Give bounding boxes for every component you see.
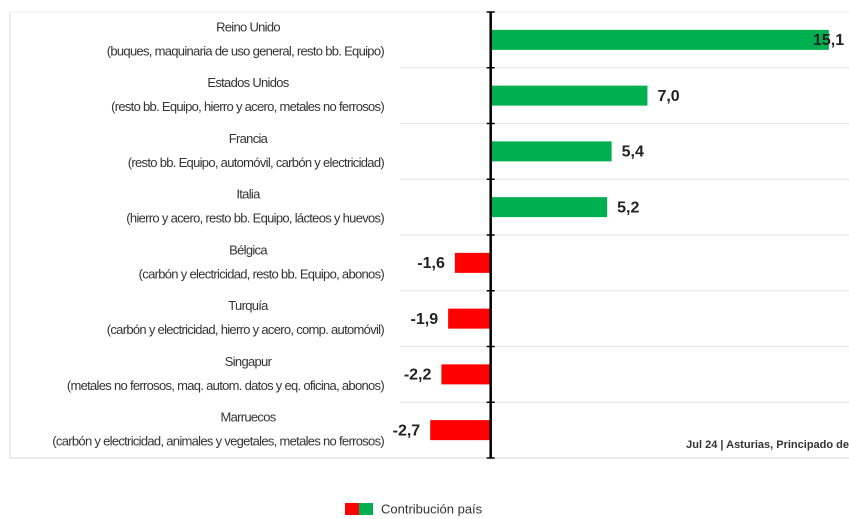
- legend-label: Contribución país: [381, 501, 483, 516]
- bar: [490, 141, 612, 162]
- value-label: -1,6: [417, 255, 445, 272]
- category-detail: (carbón y electricidad, animales y veget…: [52, 434, 384, 449]
- category-label: Bélgica: [229, 242, 268, 257]
- value-label: 7,0: [657, 88, 679, 105]
- value-label: -2,2: [404, 367, 432, 384]
- category-label: Marruecos: [220, 410, 276, 425]
- legend-swatch: [359, 503, 373, 515]
- category-detail: (carbón y electricidad, resto bb. Equipo…: [139, 266, 385, 281]
- bar: [490, 197, 608, 218]
- category-label: Italia: [236, 187, 261, 202]
- bar: [448, 308, 491, 329]
- category-detail: (resto bb. Equipo, hierro y acero, metal…: [111, 99, 384, 114]
- annotation: Jul 24 | Asturias, Principado de: [686, 439, 849, 451]
- value-label: -2,7: [393, 422, 421, 439]
- category-detail: (hierro y acero, resto bb. Equipo, lácte…: [126, 211, 384, 226]
- category-detail: (resto bb. Equipo, automóvil, carbón y e…: [128, 155, 385, 170]
- category-label: Estados Unidos: [207, 75, 289, 90]
- legend-swatch-negative: [345, 503, 359, 515]
- bar: [454, 252, 491, 273]
- category-label: Singapur: [225, 354, 273, 369]
- bar: [490, 85, 648, 106]
- bar: [430, 420, 491, 441]
- category-label: Francia: [229, 131, 269, 146]
- bar: [441, 364, 491, 385]
- category-detail: (buques, maquinaria de uso general, rest…: [107, 43, 385, 58]
- category-label: Reino Unido: [216, 19, 280, 34]
- category-detail: (carbón y electricidad, hierro y acero, …: [107, 322, 385, 337]
- category-label: Turquía: [228, 298, 269, 313]
- category-detail: (metales no ferrosos, maq. autom. datos …: [67, 378, 385, 393]
- value-label: 5,4: [622, 144, 644, 161]
- value-label: -1,9: [411, 311, 439, 328]
- value-label: 5,2: [617, 199, 639, 216]
- value-label: 15,1: [813, 32, 844, 49]
- bar: [490, 29, 829, 50]
